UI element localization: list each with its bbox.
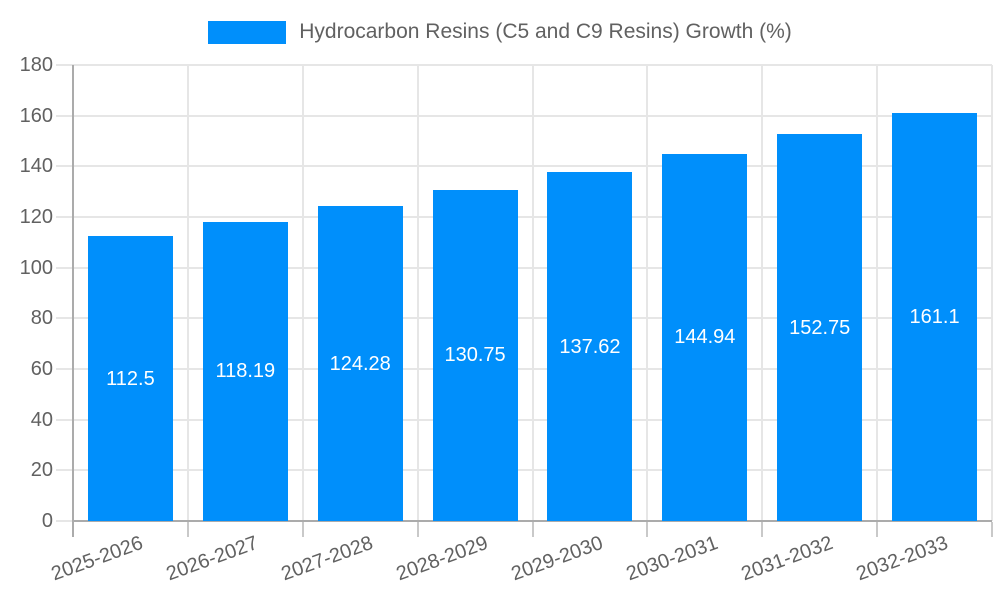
gridline-vertical <box>646 65 649 521</box>
y-axis-tick-label: 20 <box>30 459 53 482</box>
y-axis-tick-label: 160 <box>19 104 53 127</box>
bar-value-label: 124.28 <box>329 352 391 375</box>
y-axis-tick-label: 40 <box>30 408 53 431</box>
gridline-vertical <box>531 65 534 521</box>
x-axis-tick-label: 2025-2026 <box>48 531 147 586</box>
x-axis-tick <box>876 522 879 537</box>
x-axis-tick-label: 2032-2033 <box>853 531 951 586</box>
y-axis-tick <box>56 469 73 472</box>
y-axis-tick <box>56 216 73 218</box>
y-axis-tick <box>56 418 73 421</box>
gridline-vertical <box>876 65 879 521</box>
y-axis-tick <box>56 114 73 117</box>
bar[interactable] <box>662 153 748 521</box>
bar-value-label: 161.1 <box>909 305 960 328</box>
bar-value-label: 118.19 <box>215 360 276 383</box>
y-axis-tick-label: 120 <box>19 206 53 228</box>
y-axis-tick <box>56 520 73 522</box>
bar-value-label: 144.94 <box>674 326 736 349</box>
bar-value-label: 112.5 <box>106 367 155 390</box>
x-axis-tick <box>761 522 764 537</box>
y-axis-line <box>72 65 74 537</box>
gridline-vertical <box>186 65 189 521</box>
x-axis-tick-label: 2030-2031 <box>623 531 721 586</box>
x-axis-tick <box>416 522 419 537</box>
y-axis-tick-label: 60 <box>30 358 53 380</box>
y-axis-tick-label: 180 <box>19 54 53 76</box>
legend-label: Hydrocarbon Resins (C5 and C9 Resins) Gr… <box>299 20 792 43</box>
bar-value-label: 137.62 <box>559 335 621 358</box>
x-axis-tick-label: 2029-2030 <box>508 531 606 586</box>
bar[interactable] <box>777 134 863 521</box>
x-axis-tick <box>991 522 993 537</box>
x-axis-tick <box>531 522 534 537</box>
x-axis-tick-label: 2031-2032 <box>738 531 836 586</box>
x-axis-tick-label: 2028-2029 <box>393 531 491 586</box>
x-axis-tick <box>186 522 189 537</box>
legend[interactable]: Hydrocarbon Resins (C5 and C9 Resins) Gr… <box>0 18 1000 46</box>
bar[interactable] <box>317 206 403 521</box>
bar[interactable] <box>202 221 288 521</box>
y-axis-tick <box>56 64 73 66</box>
y-axis-tick-label: 0 <box>41 510 53 532</box>
x-axis-tick <box>301 522 304 537</box>
y-axis-tick-label: 100 <box>19 256 53 279</box>
gridline-vertical <box>761 65 764 521</box>
y-axis-tick-label: 140 <box>19 155 53 178</box>
gridline-vertical <box>301 65 304 521</box>
y-axis-tick <box>56 266 73 269</box>
bar-value-label: 152.75 <box>789 316 851 339</box>
x-axis-tick-label: 2027-2028 <box>278 531 377 586</box>
y-axis-tick-label: 80 <box>30 307 53 330</box>
y-axis-tick <box>56 165 73 168</box>
y-axis-tick <box>56 317 73 320</box>
gridline-vertical <box>991 65 993 521</box>
x-axis-tick-label: 2026-2027 <box>163 531 262 586</box>
bar[interactable] <box>892 112 978 521</box>
x-axis-line <box>73 520 992 522</box>
bar[interactable] <box>87 236 173 521</box>
bar[interactable] <box>547 172 633 521</box>
legend-swatch <box>208 20 287 44</box>
gridline-vertical <box>416 65 419 521</box>
y-axis-tick <box>56 368 73 370</box>
bar-value-label: 130.75 <box>444 344 506 367</box>
bar[interactable] <box>432 189 518 521</box>
x-axis-tick <box>646 522 649 537</box>
